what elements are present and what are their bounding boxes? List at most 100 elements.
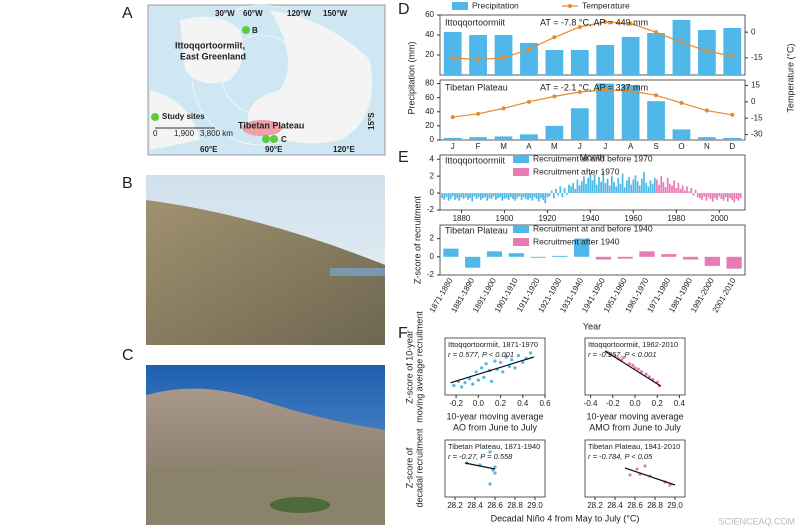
bar (520, 134, 538, 140)
y-axis-label: moving average recruitment (414, 311, 424, 423)
chart-note: r = -0.784, P < 0.05 (588, 452, 653, 461)
bar (550, 190, 553, 194)
x-axis-label: AMO from June to July (589, 422, 681, 432)
y-axis-label: Precipitation (mm) (406, 41, 416, 114)
bar (628, 177, 630, 194)
bar (471, 193, 474, 202)
scatter-point (516, 354, 520, 358)
bar (682, 256, 699, 260)
bar (672, 20, 691, 75)
y-tick-label: 0 (751, 27, 756, 36)
y-tick-label: 60 (425, 93, 434, 102)
x-tick-label: 28.8 (647, 501, 663, 510)
bar (465, 256, 481, 268)
temperature-point (501, 106, 506, 111)
lon-label: 120°E (333, 145, 356, 154)
chart-note: r = 0.577, P < 0.001 (448, 350, 514, 359)
site-label: B (252, 26, 258, 35)
temperature-point (552, 35, 557, 40)
scatter-point (628, 473, 632, 477)
photo-b (146, 175, 385, 345)
bar (479, 193, 482, 200)
temperature-point (654, 30, 659, 35)
y-tick-label: 2 (430, 234, 435, 243)
scatter-point (521, 360, 525, 365)
y2-axis-label: Temperature (°C) (785, 43, 795, 112)
bar (724, 193, 727, 198)
chart-title: Tibetan Plateau (445, 82, 508, 92)
chart-title: Tibetan Plateau, 1941-2010 (588, 442, 680, 451)
plot-frame (444, 337, 546, 396)
bar (555, 188, 557, 194)
bar (656, 179, 658, 194)
scatter-point (460, 385, 464, 389)
bar (707, 193, 710, 198)
bar (486, 193, 489, 201)
temperature-point (501, 55, 506, 60)
site-name: Ittoqqortoormiit, (175, 40, 245, 50)
y-tick-label: 2 (430, 171, 435, 180)
scatter-point (467, 377, 472, 381)
bar (621, 37, 640, 75)
scale-label: 0 (153, 129, 158, 138)
bar (520, 193, 523, 200)
site-marker (242, 26, 250, 34)
bar (531, 193, 534, 201)
trend-line (450, 356, 535, 384)
bar (739, 193, 742, 199)
y-tick-label: 20 (425, 50, 434, 59)
bar (570, 186, 572, 194)
bar (501, 193, 504, 201)
temperature-point (450, 115, 455, 120)
bar (697, 137, 716, 140)
bar (681, 185, 684, 194)
bar (696, 193, 699, 198)
bar (530, 256, 546, 258)
bar (563, 188, 566, 194)
scatter-point (635, 467, 639, 471)
bar (477, 193, 480, 198)
bar (583, 176, 585, 194)
bar (535, 193, 538, 199)
bar (735, 193, 738, 199)
bar (711, 193, 714, 202)
site-marker (270, 135, 278, 143)
plot-frame (439, 79, 746, 141)
bar (675, 188, 678, 194)
trend-line (624, 467, 676, 486)
legend-label: Temperature (582, 0, 630, 10)
bar (714, 193, 716, 199)
bar (494, 136, 513, 140)
bar (458, 193, 461, 201)
bar (705, 193, 708, 201)
bar (557, 193, 559, 196)
x-tick-label: 1960 (624, 214, 642, 223)
bar (574, 188, 577, 194)
bar (673, 180, 675, 194)
bar (505, 193, 508, 199)
x-tick-label: 28.6 (627, 501, 643, 510)
site-marker (262, 135, 270, 143)
panel-letter: F (398, 325, 408, 342)
y-axis-label: Z-score of recruitment (412, 195, 422, 284)
bar (484, 193, 486, 198)
scatter-point (480, 366, 484, 370)
lon-label: 90°E (265, 145, 283, 154)
temperature-point (476, 111, 481, 116)
legend-swatch (513, 155, 529, 163)
chart-title: Ittoqqortoormiit (445, 17, 506, 27)
scatter-point (644, 372, 648, 376)
chart-note: AT = -2.1 °C, AP = 337 mm (540, 82, 648, 92)
scatter-point (484, 362, 488, 366)
bar (643, 171, 645, 194)
y-tick-label: 80 (425, 79, 434, 88)
chart-title: Tibetan Plateau (445, 225, 508, 235)
lon-label: 30°W (215, 9, 235, 18)
scatter-point (463, 381, 467, 385)
bar (578, 185, 581, 194)
bar (647, 101, 665, 140)
bar (475, 193, 478, 199)
bar (469, 193, 471, 199)
x-tick-label: 0.2 (652, 399, 664, 408)
temperature-point (628, 21, 633, 26)
